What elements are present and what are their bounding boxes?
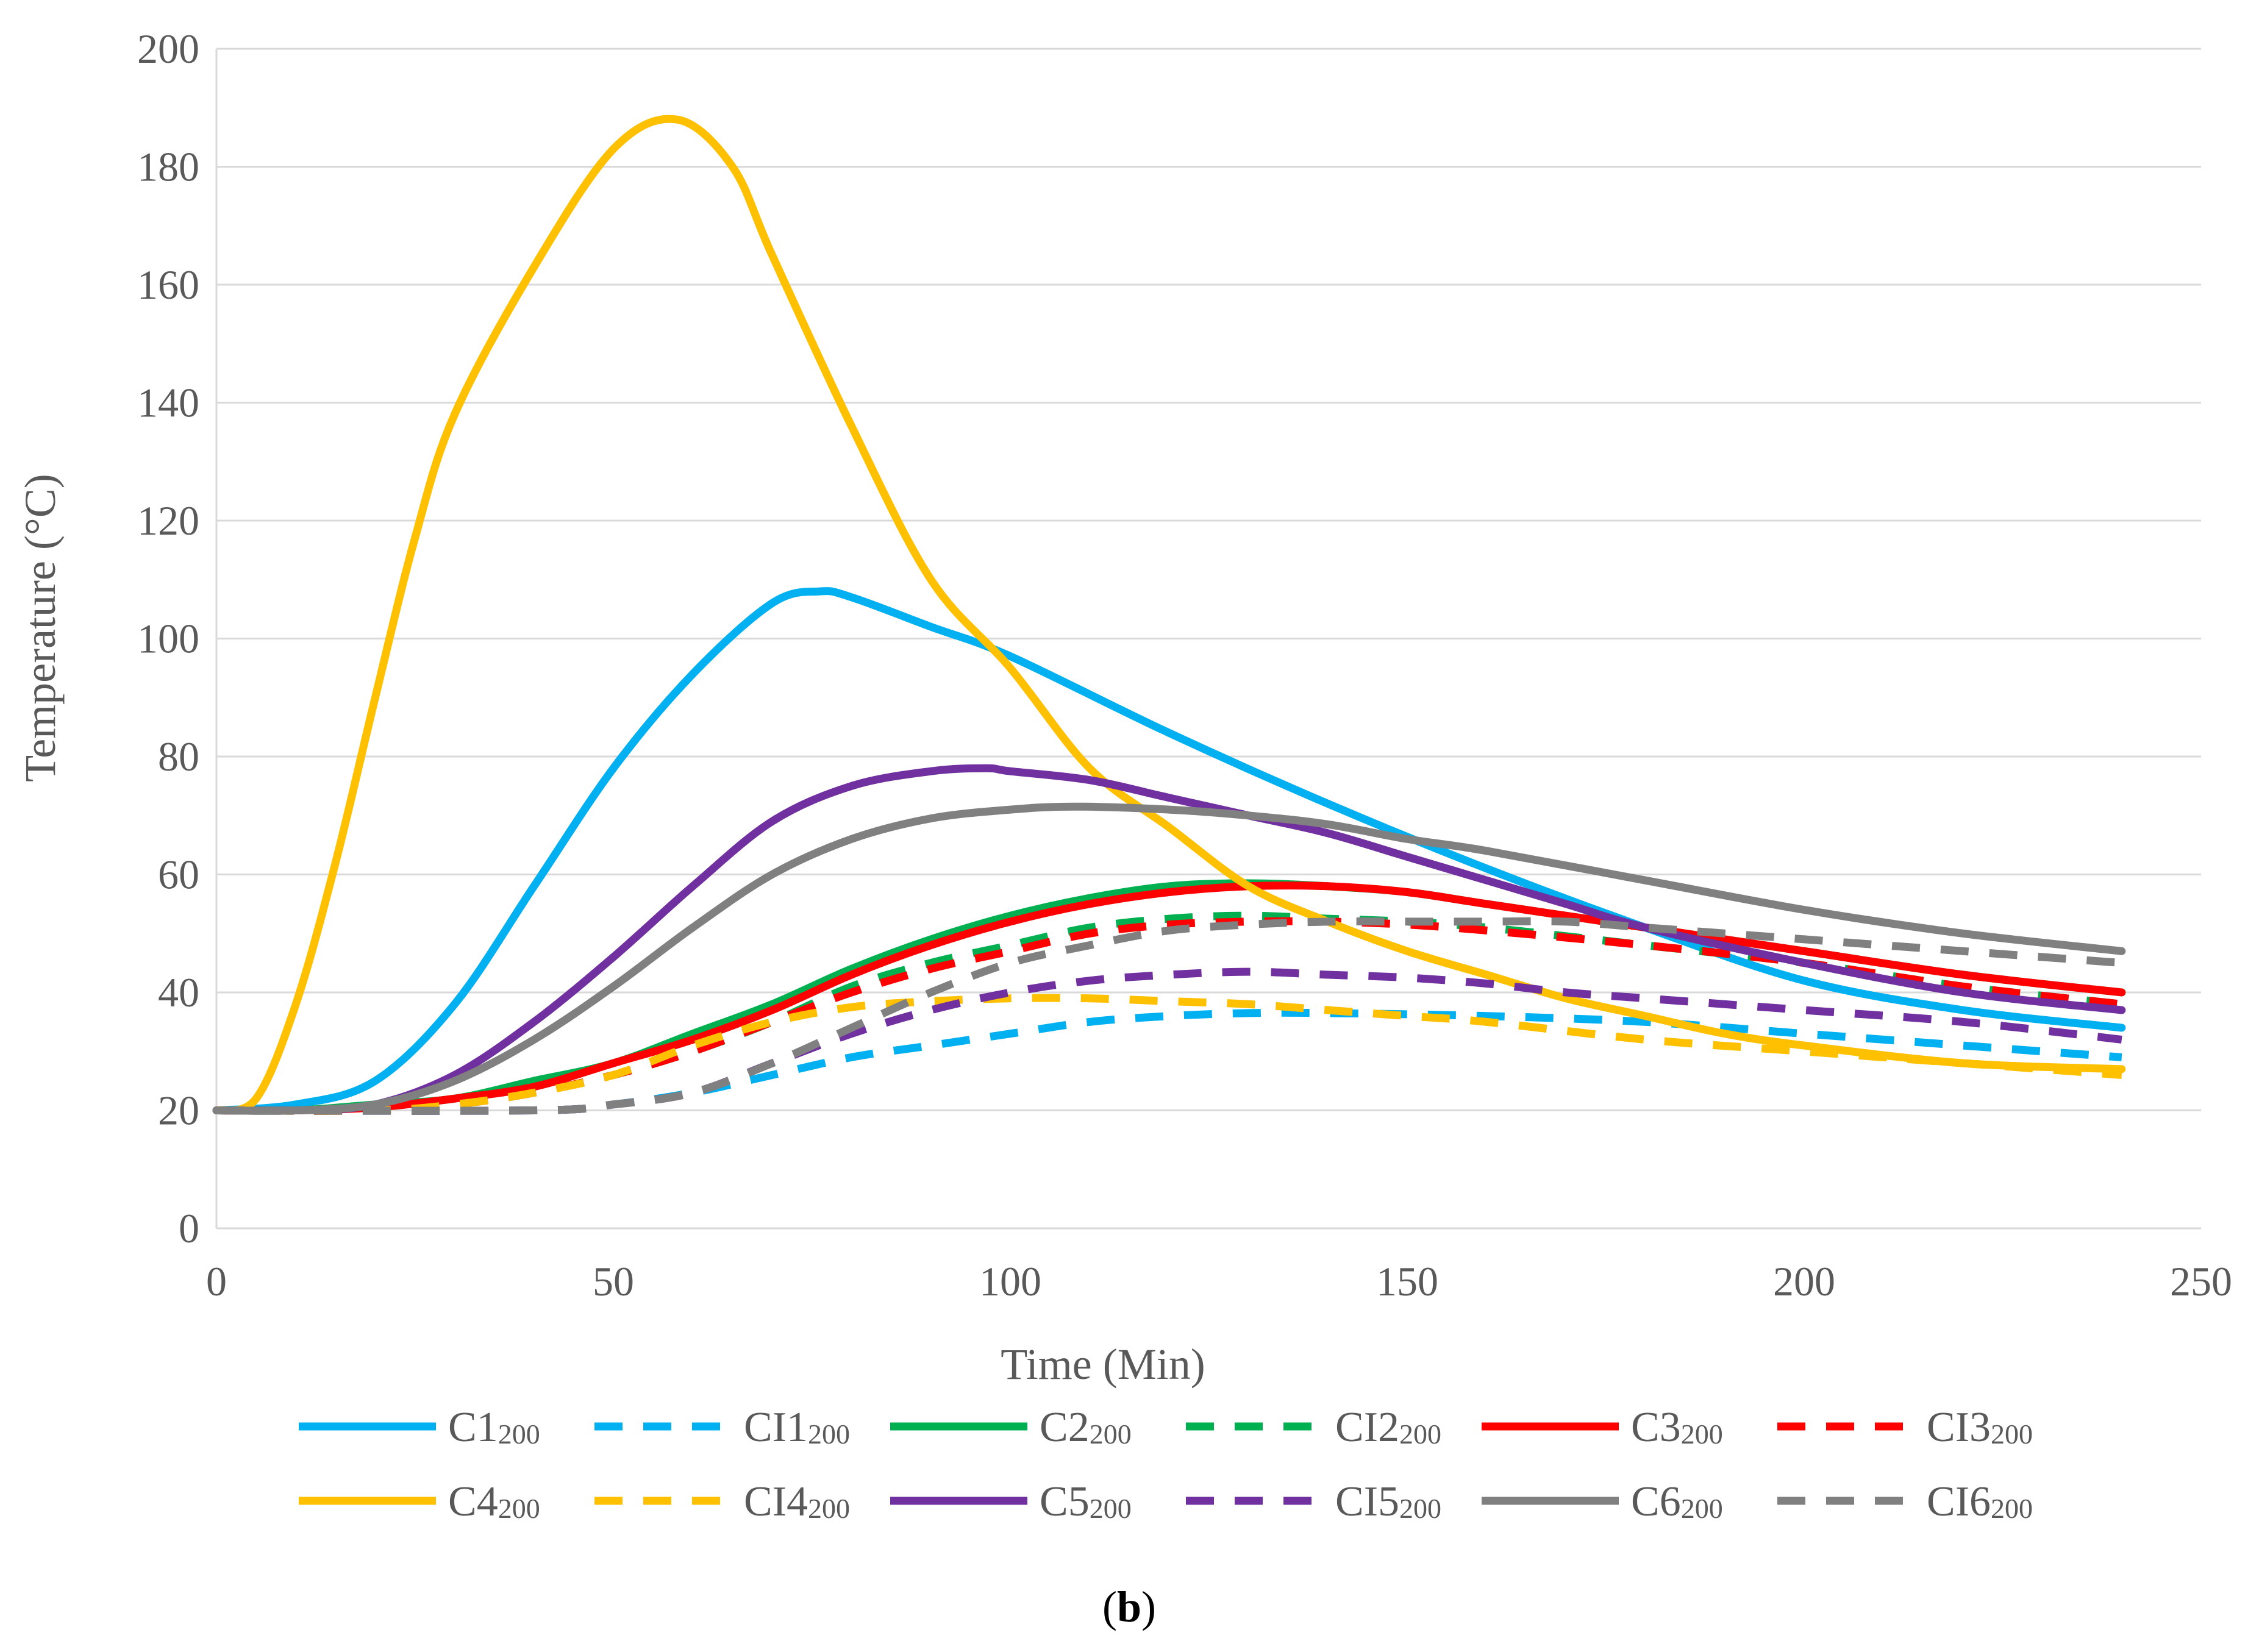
legend: C1200 CI1200 C2200 CI2200 C3200 CI3200 C4200 CI…: [299, 1404, 2033, 1525]
legend-label-c1: C1200: [448, 1404, 540, 1451]
series-line-c4: [212, 115, 2126, 1115]
x-tick-label: 200: [1773, 1258, 1835, 1305]
x-tick-label: 50: [593, 1258, 634, 1305]
series-line-ci4: [216, 994, 2122, 1115]
y-tick-label: 40: [158, 969, 199, 1016]
caption-close: ): [1141, 1583, 1156, 1631]
series-line-c3: [212, 881, 2126, 1115]
x-tick-label: 100: [979, 1258, 1041, 1305]
legend-label-ci3: CI3200: [1927, 1404, 2033, 1451]
series-line-ci5: [216, 967, 2122, 1115]
legend-label-c4: C4200: [448, 1478, 540, 1525]
legend-label-c3: C3200: [1631, 1404, 1723, 1451]
legend-label-c5: C5200: [1040, 1478, 1132, 1525]
tick-labels: 0 20 40 60 80 100 120 140 160 180 200 0 50 100 150 200 2…: [137, 26, 2232, 1305]
y-tick-label: 140: [137, 380, 199, 426]
series-lines: [212, 115, 2126, 1115]
y-tick-label: 180: [137, 144, 199, 190]
legend-label-ci1: CI1200: [744, 1404, 850, 1451]
axes: [215, 49, 2201, 1230]
figure-caption: (b): [1102, 1583, 1156, 1631]
series-line-ci3: [216, 917, 2122, 1115]
caption-letter: b: [1117, 1583, 1141, 1631]
y-tick-label: 60: [158, 852, 199, 898]
x-tick-label: 250: [2170, 1258, 2232, 1305]
x-tick-label: 150: [1376, 1258, 1438, 1305]
series-line-ci6: [216, 917, 2122, 1115]
y-tick-label: 160: [137, 262, 199, 308]
x-axis-title: Time (Min): [1001, 1340, 1205, 1389]
legend-label-ci5: CI5200: [1335, 1478, 1441, 1525]
series-line-ci2: [216, 911, 2122, 1115]
gridlines: [216, 48, 2201, 1111]
y-tick-label: 200: [137, 26, 199, 72]
y-axis-title: Temperature (°C): [16, 474, 65, 782]
caption-open: (: [1102, 1583, 1117, 1631]
y-tick-label: 120: [137, 497, 199, 544]
y-tick-label: 20: [158, 1088, 199, 1134]
y-tick-label: 80: [158, 733, 199, 780]
series-line-c6: [212, 802, 2126, 1115]
y-tick-label: 100: [137, 616, 199, 662]
y-tick-label: 0: [179, 1205, 199, 1251]
legend-label-ci6: CI6200: [1927, 1478, 2033, 1525]
legend-label-c2: C2200: [1040, 1404, 1132, 1451]
legend-label-ci4: CI4200: [744, 1478, 850, 1525]
x-tick-label: 0: [206, 1258, 227, 1305]
legend-label-c6: C6200: [1631, 1478, 1723, 1525]
legend-label-ci2: CI2200: [1335, 1404, 1441, 1451]
